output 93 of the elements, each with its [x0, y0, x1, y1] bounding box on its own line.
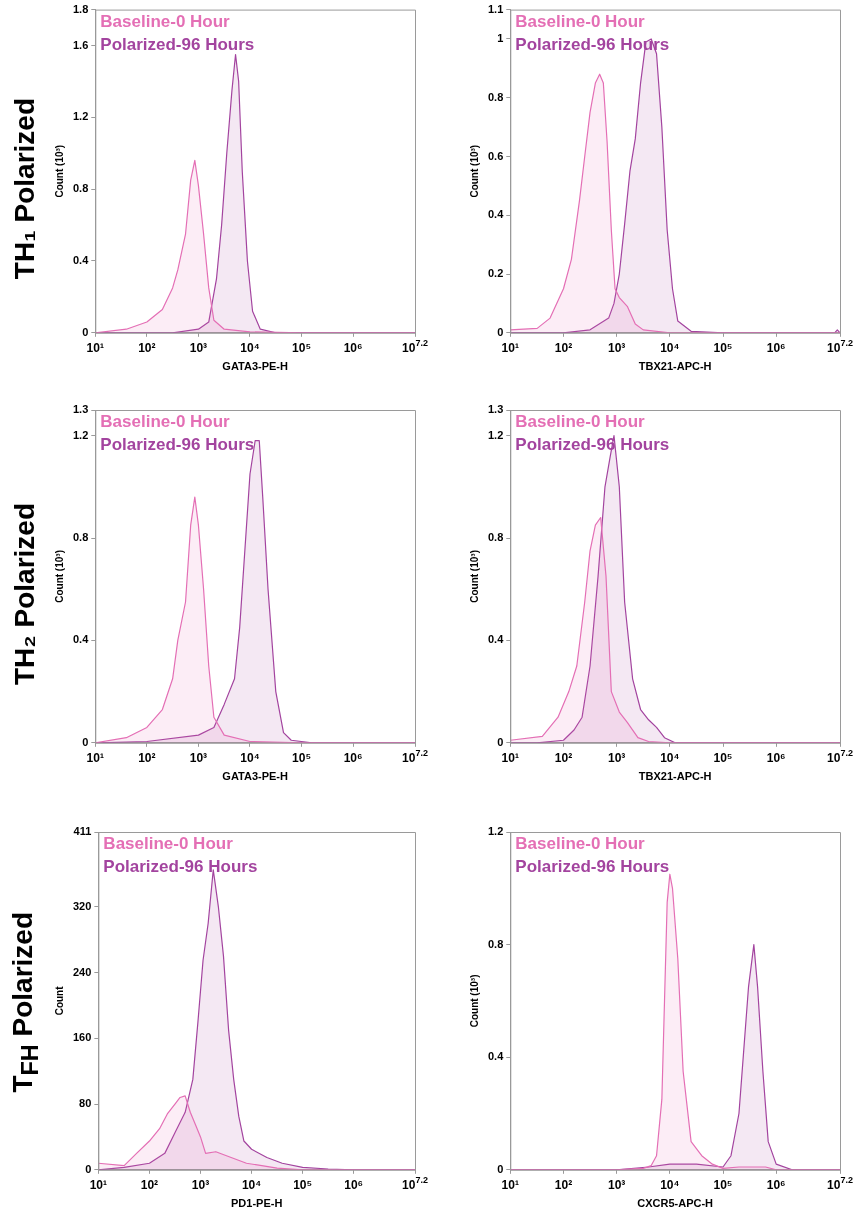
y-tick-label: 1.2 — [72, 110, 89, 123]
text: Baseline-0 Hour — [100, 11, 231, 31]
y-tick-label: 0 — [82, 325, 89, 338]
x-tick-label: 10² — [554, 340, 573, 355]
y-tick-label: 1.8 — [72, 2, 89, 15]
x-tick-label: 10⁴ — [660, 750, 680, 765]
x-tick-label: 10² — [140, 1177, 159, 1192]
y-axis-title: Count (10³) — [53, 144, 65, 198]
y-tick-label: 0.8 — [487, 90, 504, 103]
x-tick-label: 10⁵ — [292, 750, 312, 765]
y-tick-label: 0.6 — [487, 149, 504, 162]
x-tick-label: 10⁶ — [343, 340, 363, 355]
x-tick-label: 10⁵ — [292, 340, 312, 355]
x-tick-label: 10⁴ — [241, 1177, 262, 1192]
y-tick-label: 0.2 — [487, 267, 504, 280]
y-tick-label: 1.2 — [72, 428, 89, 441]
x-tick-label: 10⁵ — [713, 1177, 733, 1192]
y-tick-label: 0.4 — [487, 208, 505, 221]
x-axis-title: TBX21-APC-H — [638, 360, 712, 373]
x-axis-title: GATA3-PE-H — [222, 770, 288, 783]
x-tick-label: 10⁶ — [343, 750, 363, 765]
y-tick-label: 1.3 — [72, 403, 89, 416]
x-tick-label: 10³ — [607, 750, 626, 765]
y-tick-label: 0 — [85, 1162, 92, 1175]
y-tick-label: 1.3 — [487, 403, 504, 416]
y-tick-label: 160 — [72, 1031, 92, 1044]
y-tick-label: 0 — [497, 1162, 504, 1175]
x-tick-label: 10¹ — [86, 340, 104, 355]
x-tick-label: 10¹ — [501, 340, 519, 355]
y-tick-label: 0 — [82, 735, 89, 748]
y-tick-label: 80 — [79, 1097, 92, 1110]
y-tick-label: 0 — [497, 735, 504, 748]
x-tick-label: 10⁴ — [240, 750, 260, 765]
x-tick-label: 10⁶ — [766, 750, 786, 765]
text: Baseline-0 Hour — [100, 412, 231, 432]
x-tick-label: 10¹ — [501, 1177, 519, 1192]
x-axis-title: PD1-PE-H — [231, 1197, 283, 1210]
x-axis-title: GATA3-PE-H — [222, 360, 288, 373]
y-tick-label: 0.4 — [72, 254, 90, 267]
x-tick-label: 10¹ — [86, 750, 104, 765]
x-tick-label: 10⁴ — [660, 340, 680, 355]
x-tick-label: 10² — [138, 340, 156, 355]
x-tick-label: 10³ — [607, 340, 626, 355]
x-tick-label: 10² — [138, 750, 156, 765]
y-tick-label: 1 — [497, 32, 504, 45]
x-tick-label: 10⁵ — [713, 340, 733, 355]
y-tick-label: 1.1 — [487, 2, 504, 15]
y-tick-label: 411 — [73, 825, 92, 838]
y-axis-title: Count (10³) — [468, 144, 480, 198]
y-tick-label: 0.4 — [72, 633, 90, 646]
y-tick-label: 0.8 — [487, 531, 504, 544]
x-tick-label: 10¹ — [501, 750, 519, 765]
x-tick-label: 10³ — [191, 1177, 210, 1192]
x-tick-label: 10¹ — [89, 1177, 108, 1192]
y-axis-title: Count — [53, 985, 65, 1016]
text: Baseline-0 Hour — [103, 834, 234, 854]
text: TH₂ Polarized — [9, 502, 41, 686]
y-tick-label: 320 — [72, 899, 92, 912]
x-tick-label: 10³ — [189, 340, 208, 355]
x-tick-label: 10⁶ — [766, 340, 786, 355]
y-tick-label: 1.2 — [487, 825, 504, 838]
series-label: Polarized-96 Hours — [100, 435, 255, 455]
y-tick-label: 0.4 — [487, 1050, 505, 1063]
x-tick-label: 10⁶ — [766, 1177, 786, 1192]
y-axis-title: Count (10³) — [468, 974, 480, 1028]
y-axis-title: Count (10³) — [53, 550, 65, 603]
x-tick-label: 10³ — [189, 750, 208, 765]
y-tick-label: 0.8 — [72, 182, 89, 195]
x-tick-label: 10⁶ — [344, 1177, 364, 1192]
x-tick-label: 10³ — [607, 1177, 626, 1192]
x-tick-label: 10⁴ — [660, 1177, 680, 1192]
x-tick-label: 10² — [554, 750, 573, 765]
text: Baseline-0 Hour — [515, 412, 646, 432]
x-axis-title: CXCR5-APC-H — [637, 1197, 714, 1210]
y-tick-label: 0.8 — [487, 937, 504, 950]
x-tick-label: 10⁵ — [293, 1177, 313, 1192]
series-label: Polarized-96 Hours — [100, 34, 255, 54]
text: Polarized-96 Hours — [515, 857, 670, 877]
y-axis-title: Count (10³) — [468, 550, 480, 603]
y-tick-label: 0.8 — [72, 531, 89, 544]
x-tick-label: 10⁴ — [240, 340, 260, 355]
y-tick-label: 0 — [497, 325, 504, 338]
x-axis-title: TBX21-APC-H — [638, 770, 712, 783]
y-tick-label: 1.2 — [487, 428, 504, 441]
x-tick-label: 10⁵ — [713, 750, 733, 765]
x-tick-label: 10² — [554, 1177, 573, 1192]
text: TH₁ Polarized — [9, 98, 41, 280]
y-tick-label: 0.4 — [487, 633, 505, 646]
text: Baseline-0 Hour — [515, 11, 646, 31]
series-label: Baseline-0 Hour — [515, 834, 646, 854]
y-tick-label: 1.6 — [72, 38, 89, 51]
y-tick-label: 240 — [72, 965, 92, 978]
series-label: Polarized-96 Hours — [103, 857, 258, 877]
